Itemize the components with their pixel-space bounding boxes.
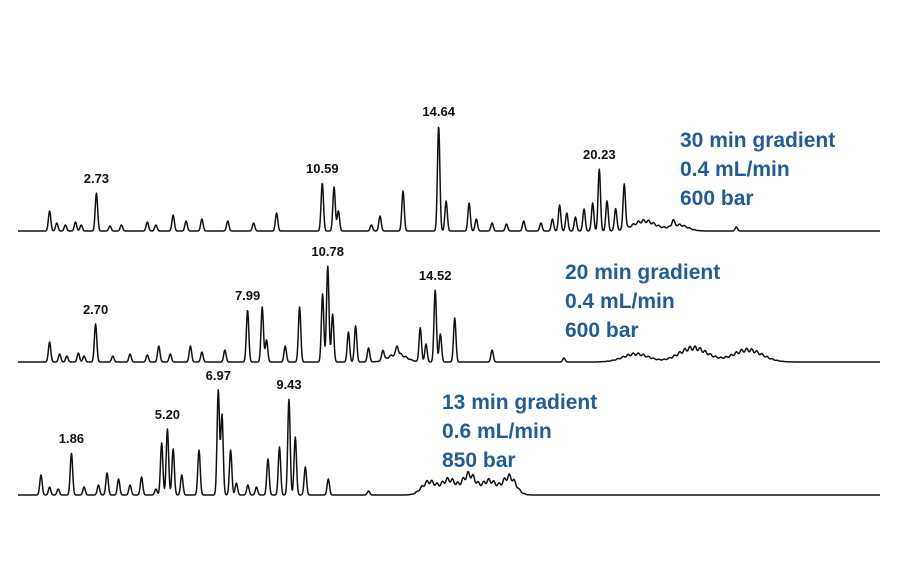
trace-30min-line: [17, 126, 881, 232]
peak-labels-20min: 2.70 7.99 10.78 14.52: [83, 244, 452, 317]
peak-label: 14.52: [419, 268, 452, 283]
chromatogram-13min: 1.86 5.20 6.97 9.43 13 min gradient 0.6 mL/…: [17, 368, 881, 496]
peak-label: 20.23: [583, 147, 616, 162]
condition-20min-pressure: 600 bar: [565, 319, 639, 342]
peak-label: 14.64: [422, 104, 455, 119]
peak-label: 10.59: [306, 161, 339, 176]
chromatogram-20min: 2.70 7.99 10.78 14.52 20 min gradient 0.4 m…: [17, 244, 881, 363]
chromatogram-30min: 2.73 10.59 14.64 20.23 30 min gradient 0.4 …: [17, 104, 881, 232]
condition-13min-gradient: 13 min gradient: [442, 391, 597, 414]
peak-label: 2.70: [83, 302, 108, 317]
peak-label: 1.86: [59, 431, 84, 446]
condition-13min-flow: 0.6 mL/min: [442, 420, 552, 443]
condition-20min-flow: 0.4 mL/min: [565, 290, 675, 313]
condition-13min-pressure: 850 bar: [442, 449, 516, 472]
condition-30min-flow: 0.4 mL/min: [680, 158, 790, 181]
peak-label: 2.73: [84, 171, 109, 186]
condition-30min-gradient: 30 min gradient: [680, 129, 835, 152]
peak-label: 6.97: [206, 368, 231, 383]
peak-labels-30min: 2.73 10.59 14.64 20.23: [84, 104, 616, 186]
condition-30min-pressure: 600 bar: [680, 187, 754, 210]
peak-label: 10.78: [311, 244, 344, 259]
trace-13min-line: [17, 389, 881, 496]
peak-labels-13min: 1.86 5.20 6.97 9.43: [59, 368, 302, 446]
condition-20min-gradient: 20 min gradient: [565, 261, 720, 284]
peak-label: 7.99: [235, 288, 260, 303]
peak-label: 5.20: [155, 407, 180, 422]
trace-20min-line: [17, 265, 881, 363]
peak-label: 9.43: [276, 377, 301, 392]
